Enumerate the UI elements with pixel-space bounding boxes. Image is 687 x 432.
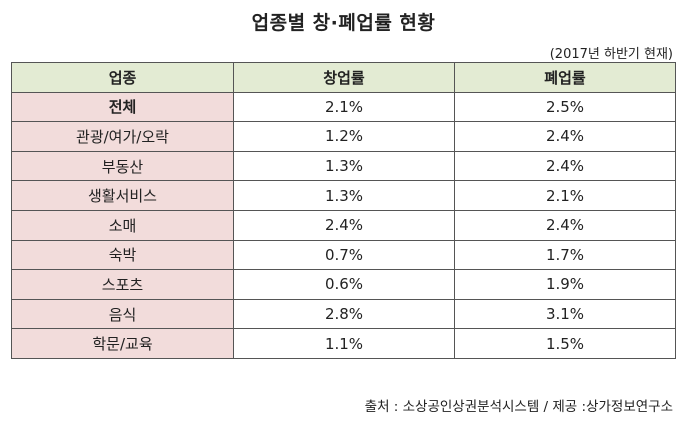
startup-rate-cell: 1.2% — [233, 121, 455, 152]
startup-rate-cell: 1.1% — [233, 328, 455, 359]
closure-rate-cell: 1.7% — [454, 239, 676, 271]
industry-cell: 음식 — [11, 298, 234, 330]
table-row: 숙박 0.7% 1.7% — [11, 239, 676, 271]
table-row: 음식 2.8% 3.1% — [11, 298, 676, 330]
industry-cell: 생활서비스 — [11, 180, 234, 211]
closure-rate-cell: 1.5% — [454, 328, 676, 359]
startup-rate-cell: 2.1% — [233, 91, 455, 123]
industry-cell: 학문/교육 — [11, 328, 234, 359]
header-industry: 업종 — [11, 62, 234, 93]
header-startup-rate: 창업률 — [233, 62, 455, 93]
closure-rate-cell: 1.9% — [454, 269, 676, 300]
industry-cell: 숙박 — [11, 239, 234, 271]
table-row: 학문/교육 1.1% 1.5% — [11, 328, 676, 359]
industry-cell: 관광/여가/오락 — [11, 121, 234, 152]
table-row: 소매 2.4% 2.4% — [11, 209, 676, 241]
industry-cell: 전체 — [11, 91, 234, 123]
closure-rate-cell: 2.4% — [454, 150, 676, 182]
startup-rate-cell: 2.4% — [233, 209, 455, 241]
closure-rate-cell: 2.4% — [454, 121, 676, 152]
startup-rate-cell: 1.3% — [233, 150, 455, 182]
closure-rate-cell: 2.4% — [454, 209, 676, 241]
header-closure-rate: 폐업률 — [454, 62, 676, 93]
startup-rate-cell: 0.7% — [233, 239, 455, 271]
table-row: 스포츠 0.6% 1.9% — [11, 269, 676, 300]
table-row: 생활서비스 1.3% 2.1% — [11, 180, 676, 211]
industry-cell: 소매 — [11, 209, 234, 241]
table-header-row: 업종 창업률 폐업률 — [11, 62, 676, 93]
page-title: 업종별 창·폐업률 현황 — [251, 12, 436, 34]
startup-rate-cell: 0.6% — [233, 269, 455, 300]
startup-rate-cell: 1.3% — [233, 180, 455, 211]
table-row: 부동산 1.3% 2.4% — [11, 150, 676, 182]
rates-table: 업종 창업률 폐업률 전체 2.1% 2.5% 관광/여가/오락 1.2% 2.… — [11, 62, 676, 359]
table-row: 전체 2.1% 2.5% — [11, 91, 676, 123]
industry-cell: 스포츠 — [11, 269, 234, 300]
closure-rate-cell: 2.5% — [454, 91, 676, 123]
table-row: 관광/여가/오락 1.2% 2.4% — [11, 121, 676, 152]
industry-cell: 부동산 — [11, 150, 234, 182]
closure-rate-cell: 2.1% — [454, 180, 676, 211]
period-note: (2017년 하반기 현재) — [549, 47, 673, 62]
startup-rate-cell: 2.8% — [233, 298, 455, 330]
source-note: 출처 : 소상공인상권분석시스템 / 제공 :상가정보연구소 — [364, 399, 673, 415]
closure-rate-cell: 3.1% — [454, 298, 676, 330]
